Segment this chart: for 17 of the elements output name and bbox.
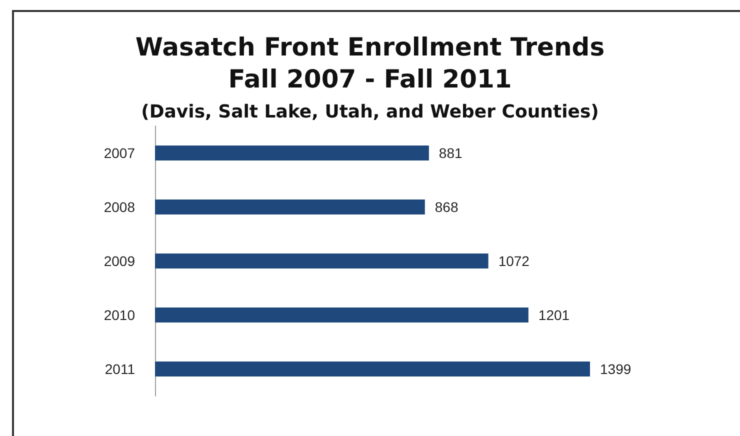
chart-title: Wasatch Front Enrollment Trends Fall 2007 - Fall 2011 <box>135 32 605 94</box>
y-tick-label: 2011 <box>104 361 136 377</box>
bar <box>155 200 425 214</box>
y-tick-label: 2007 <box>104 145 136 161</box>
data-label: 1072 <box>498 253 530 269</box>
bar <box>155 362 590 376</box>
data-label: 868 <box>434 199 458 215</box>
bar <box>155 146 429 160</box>
bar <box>155 254 488 268</box>
y-tick-label: 2008 <box>104 199 136 215</box>
y-tick-label: 2009 <box>104 253 136 269</box>
data-label: 1201 <box>538 307 570 323</box>
chart-subtitle: (Davis, Salt Lake, Utah, and Weber Counties) <box>141 102 599 122</box>
data-label: 881 <box>438 145 463 161</box>
y-tick-label: 2010 <box>104 307 136 323</box>
bar <box>155 308 528 322</box>
data-label: 1399 <box>600 361 632 377</box>
